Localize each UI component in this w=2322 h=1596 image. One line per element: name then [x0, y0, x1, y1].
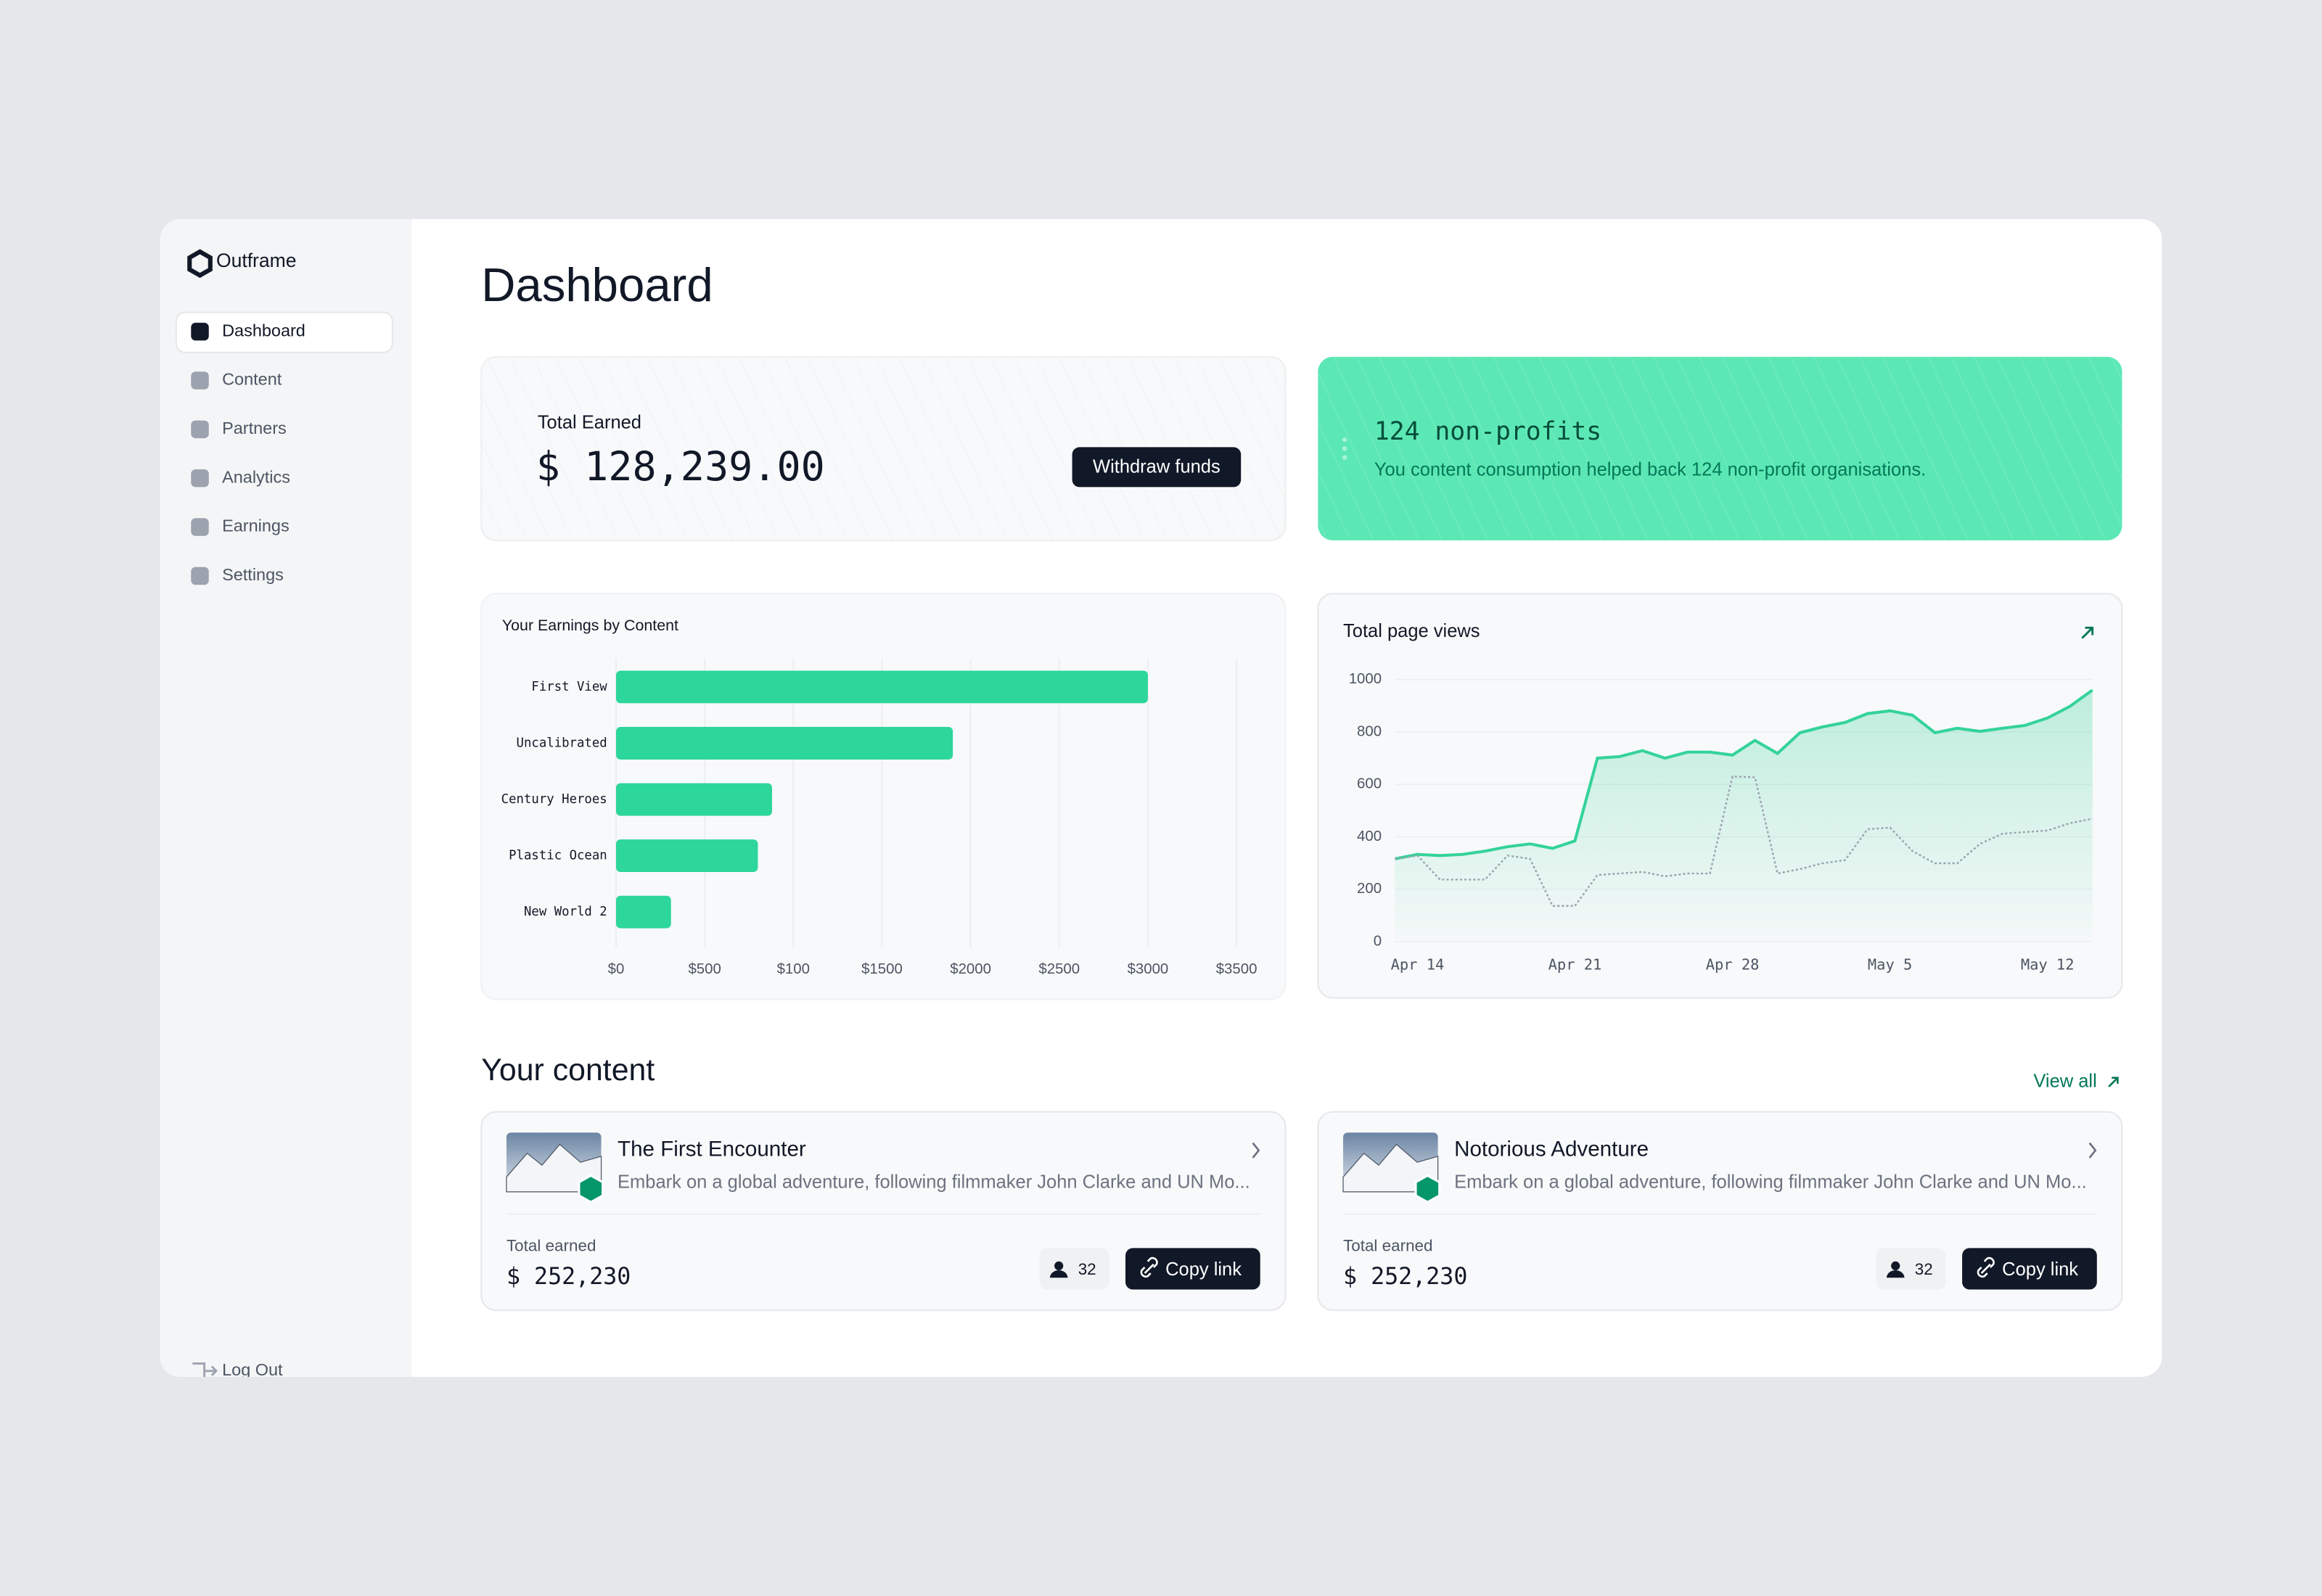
- bar: [615, 783, 772, 816]
- earned-label: Total earned: [506, 1236, 596, 1254]
- card-pattern: [1318, 356, 2122, 540]
- line: [1395, 688, 2093, 860]
- category-label: Century Heroes: [501, 792, 607, 807]
- section-title: Your content: [481, 1053, 655, 1087]
- nav-item[interactable]: Partners: [222, 419, 287, 437]
- nav-item[interactable]: Earnings: [222, 517, 290, 535]
- category-label: Plastic Ocean: [509, 849, 607, 863]
- withdraw-button[interactable]: [1072, 447, 1242, 488]
- members-icon: [1049, 1270, 1068, 1278]
- y-tick-label: 0: [1374, 933, 1382, 949]
- category-label: First View: [531, 680, 607, 694]
- card-pattern: [481, 356, 1286, 540]
- x-tick-label: $3500: [1216, 961, 1258, 977]
- nonprofit-title: 124 non-profits: [1374, 417, 1601, 446]
- content-title: Notorious Adventure: [1454, 1138, 1649, 1161]
- bar: [615, 670, 1148, 704]
- earned-amount: $ 128,239.00: [536, 443, 825, 490]
- nonprofit-text: You content consumption helped back 124 …: [1374, 460, 1926, 480]
- members-icon: [1891, 1261, 1900, 1271]
- copy-label: Copy link: [1165, 1259, 1242, 1280]
- nav-item[interactable]: Settings: [222, 565, 284, 584]
- category-label: Uncalibrated: [517, 736, 607, 750]
- bar: [615, 839, 758, 873]
- y-tick-label: 600: [1357, 776, 1382, 792]
- members-badge: [1876, 1248, 1946, 1290]
- chart-title: Your Earnings by Content: [502, 617, 678, 634]
- x-tick-label: $3000: [1128, 961, 1169, 977]
- view-all-icon: [2108, 1077, 2119, 1087]
- nav-icon: [191, 469, 209, 488]
- badge: [578, 1174, 604, 1204]
- members-icon: [1887, 1270, 1905, 1278]
- copy-button[interactable]: [1125, 1248, 1260, 1290]
- content-description: Embark on a global adventure, following …: [1454, 1172, 2087, 1192]
- members-count: 32: [1915, 1260, 1933, 1278]
- thumbnail-mountain: [506, 1143, 602, 1193]
- bar: [615, 727, 953, 760]
- withdraw-label: Withdraw funds: [1093, 457, 1221, 477]
- copy-button[interactable]: [1962, 1248, 2097, 1290]
- members-badge: [1039, 1248, 1109, 1290]
- x-tick-label: $1500: [861, 961, 903, 977]
- y-tick-label: 1000: [1349, 671, 1382, 687]
- y-tick-label: 400: [1357, 828, 1382, 844]
- chevron[interactable]: [2088, 1142, 2097, 1159]
- x-tick-label: Apr 14: [1391, 956, 1445, 974]
- link-icon: [1977, 1256, 1995, 1278]
- y-tick-label: 800: [1357, 723, 1382, 739]
- content-title: The First Encounter: [618, 1138, 806, 1161]
- chevron[interactable]: [1252, 1142, 1260, 1159]
- link-icon: [1140, 1256, 1158, 1278]
- page-title: Dashboard: [481, 258, 713, 311]
- expand-icon[interactable]: [2081, 626, 2094, 639]
- x-tick-label: May 5: [1868, 956, 1912, 974]
- category-label: New World 2: [524, 905, 607, 919]
- x-tick-label: May 12: [2021, 956, 2075, 974]
- line: [1395, 776, 2093, 907]
- x-tick-label: $0: [608, 961, 625, 977]
- copy-label: Copy link: [2002, 1259, 2078, 1280]
- logo-icon: [187, 249, 213, 279]
- sidebar: [160, 219, 412, 1377]
- nav-icon: [191, 518, 209, 536]
- x-tick-label: Apr 28: [1706, 956, 1760, 974]
- content-description: Embark on a global adventure, following …: [618, 1172, 1250, 1192]
- brand: Outframe: [216, 250, 297, 271]
- logout-icon: [192, 1362, 218, 1377]
- earned-amount: $ 252,230: [1343, 1264, 1467, 1290]
- earned-label: Total earned: [1343, 1236, 1433, 1254]
- members-count: 32: [1078, 1260, 1096, 1278]
- x-tick-label: Apr 21: [1548, 956, 1602, 974]
- chart-title: Total page views: [1343, 621, 1480, 641]
- view-all[interactable]: View all: [2033, 1071, 2096, 1092]
- nav-item[interactable]: Dashboard: [222, 321, 305, 340]
- nav-active[interactable]: [175, 311, 393, 353]
- nav-item[interactable]: Analytics: [222, 467, 290, 486]
- x-tick-label: $2000: [950, 961, 991, 977]
- earned-label: Total Earned: [538, 412, 641, 432]
- nav-icon: [191, 567, 209, 585]
- x-tick-label: $500: [688, 961, 721, 977]
- nav-icon: [191, 371, 209, 390]
- badge: [1414, 1174, 1441, 1204]
- bar: [615, 895, 671, 929]
- logout[interactable]: Log Out: [222, 1360, 283, 1379]
- nav-item[interactable]: Content: [222, 370, 282, 389]
- thumbnail-mountain: [1342, 1143, 1439, 1193]
- members-icon: [1054, 1261, 1064, 1271]
- x-tick-label: $2500: [1038, 961, 1080, 977]
- earned-amount: $ 252,230: [506, 1264, 631, 1290]
- y-tick-label: 200: [1357, 881, 1382, 897]
- area: [1395, 690, 2093, 942]
- nav-icon: [191, 420, 209, 439]
- nav-icon: [191, 322, 209, 341]
- x-tick-label: $100: [777, 961, 810, 977]
